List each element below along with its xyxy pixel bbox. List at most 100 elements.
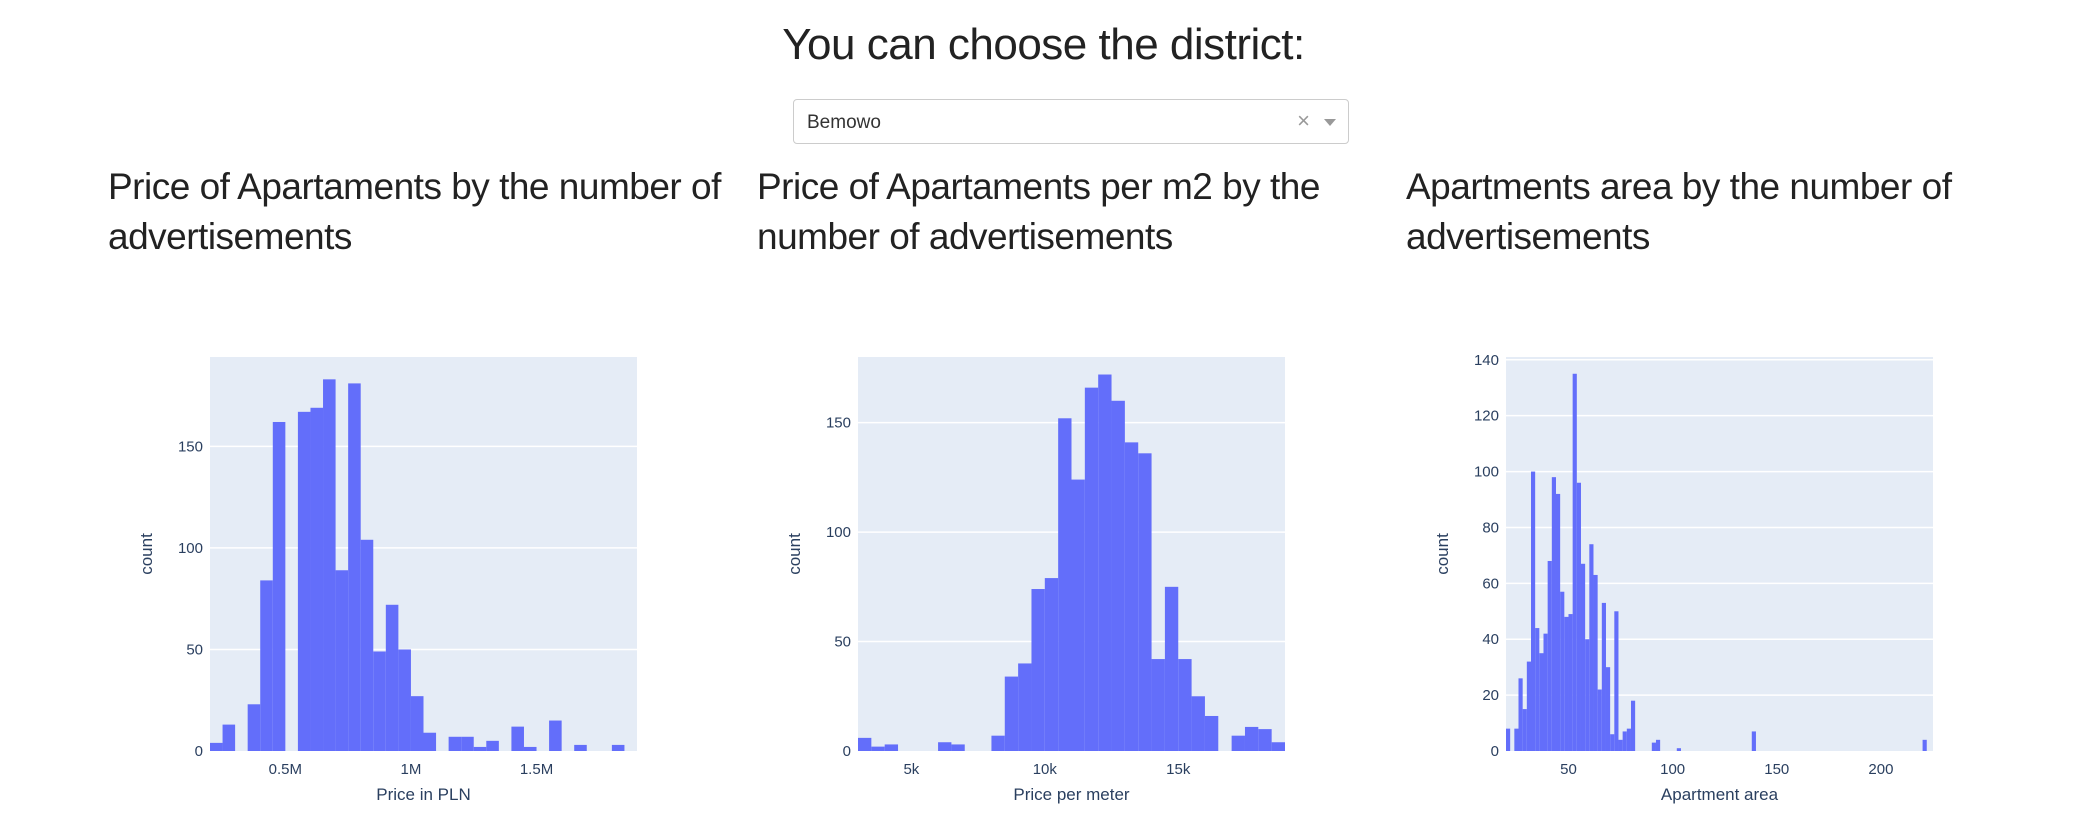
histogram-bar: [423, 732, 437, 751]
histogram-bar: [1560, 591, 1565, 751]
histogram-bar: [574, 744, 587, 751]
x-tick-label: 0.5M: [269, 761, 302, 778]
x-tick-label: 200: [1868, 761, 1893, 778]
histogram-bar: [410, 696, 424, 751]
x-tick-label: 1M: [401, 761, 422, 778]
x-tick-label: 10k: [1033, 761, 1058, 778]
histogram-bar: [1138, 453, 1152, 751]
histogram-bar: [1585, 639, 1590, 751]
histogram-bar: [1655, 739, 1661, 751]
histogram-bar: [1751, 731, 1756, 751]
y-tick-label: 140: [1474, 352, 1499, 369]
chart-title-area: Apartments area by the number of adverti…: [1406, 166, 1952, 257]
y-tick-label: 150: [178, 438, 203, 455]
histogram-bar: [1084, 387, 1099, 751]
histogram-bar: [1514, 728, 1519, 751]
histogram-bar: [1601, 602, 1606, 751]
y-tick-label: 40: [1482, 631, 1499, 648]
x-tick-label: 15k: [1166, 761, 1191, 778]
y-tick-label: 80: [1482, 519, 1499, 536]
histogram-bar: [360, 539, 374, 751]
histogram-bar: [1518, 678, 1523, 751]
histogram-bar: [222, 724, 236, 751]
y-tick-label: 120: [1474, 408, 1499, 425]
histogram-bar: [260, 580, 273, 751]
histogram-bar: [1555, 493, 1561, 751]
clear-icon[interactable]: ×: [1297, 108, 1310, 133]
x-tick-label: 150: [1764, 761, 1789, 778]
x-axis-title: Price per meter: [1013, 785, 1130, 804]
histogram-bar: [1610, 734, 1615, 751]
histogram-bar: [884, 744, 899, 751]
x-tick-label: 100: [1660, 761, 1685, 778]
histogram-bar: [1258, 729, 1272, 751]
y-axis-title: count: [1433, 533, 1452, 575]
chart-price-per-m2: 0 50 100 150 5k 10k 15k Price per meter count: [785, 357, 1285, 804]
histogram-bar: [1551, 477, 1556, 751]
y-axis-title: count: [785, 533, 804, 575]
y-tick-label: 50: [186, 641, 203, 658]
x-axis-title: Apartment area: [1661, 785, 1779, 804]
y-tick-label: 50: [834, 634, 851, 651]
histogram-bar: [1151, 659, 1165, 751]
y-tick-label: 0: [1491, 743, 1499, 760]
histogram-bar: [549, 720, 562, 751]
y-tick-label: 60: [1482, 575, 1499, 592]
y-axis-title: count: [137, 533, 156, 575]
histogram-bar: [1651, 742, 1656, 751]
histogram-bar: [1018, 663, 1032, 751]
district-dropdown[interactable]: Bemowo ×: [793, 99, 1349, 144]
histogram-bar: [1630, 700, 1636, 751]
histogram-bar: [1204, 715, 1219, 751]
histogram-bar: [611, 744, 625, 751]
x-tick-label: 1.5M: [520, 761, 553, 778]
chart-title-price: Price of Apartaments by the number of ad…: [108, 166, 721, 257]
chart-area: 0 20 40 60 80 100 120 140 50 100 150 200 Apartment a…: [1433, 352, 1933, 804]
dropdown-selected-value: Bemowo: [807, 112, 881, 133]
y-tick-label: 20: [1482, 687, 1499, 704]
histogram-bar: [1271, 742, 1285, 751]
histogram-bar: [1626, 728, 1631, 751]
histogram-bar: [385, 604, 399, 751]
y-tick-label: 0: [195, 743, 203, 760]
histogram-bar: [1231, 735, 1245, 751]
histogram-bar: [310, 407, 324, 751]
histogram-bar: [1605, 667, 1611, 751]
chart-price: 0 50 100 150 0.5M 1M 1.5M Price in PLN count: [137, 357, 637, 804]
histogram-bar: [991, 735, 1005, 751]
histogram-bar: [1098, 374, 1112, 751]
histogram-bar: [1535, 628, 1540, 751]
histogram-bar: [1572, 373, 1577, 751]
histogram-bar: [1164, 586, 1179, 751]
histogram-bar: [1178, 659, 1192, 751]
histogram-bar: [1111, 400, 1125, 751]
histogram-bar: [1031, 589, 1045, 751]
histogram-bar: [1543, 633, 1548, 751]
histogram-bar: [1071, 479, 1085, 751]
histogram-bar: [210, 742, 223, 751]
histogram-bar: [1614, 611, 1619, 751]
histogram-bar: [1191, 696, 1205, 751]
histogram-bar: [398, 649, 411, 751]
histogram-bar: [448, 736, 462, 751]
histogram-bar: [523, 746, 537, 751]
histogram-bar: [1124, 442, 1139, 751]
histogram-bar: [1506, 728, 1511, 751]
y-tick-label: 100: [178, 540, 203, 557]
histogram-bar: [951, 744, 965, 751]
histogram-bar: [1004, 676, 1019, 751]
histogram-bar: [373, 651, 386, 751]
histogram-bar: [858, 737, 872, 751]
histogram-bar: [1539, 653, 1544, 751]
x-tick-label: 50: [1560, 761, 1577, 778]
histogram-bar: [1593, 574, 1598, 751]
x-axis-title: Price in PLN: [376, 785, 470, 804]
y-tick-label: 0: [843, 743, 851, 760]
histogram-bar: [1044, 578, 1059, 751]
histogram-bar: [473, 746, 487, 751]
histogram-bar: [1922, 739, 1927, 751]
histogram-bar: [1597, 689, 1602, 751]
chevron-down-icon[interactable]: [1324, 119, 1336, 126]
histogram-bar: [1622, 731, 1627, 751]
